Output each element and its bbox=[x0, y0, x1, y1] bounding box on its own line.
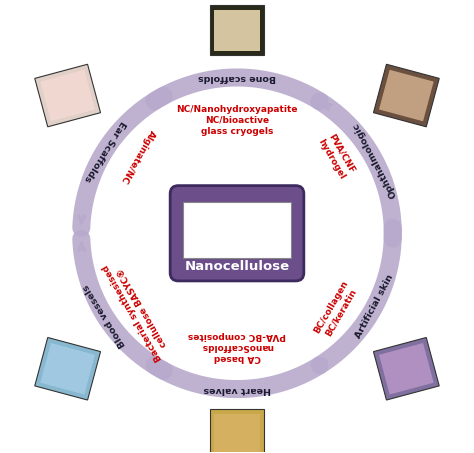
FancyBboxPatch shape bbox=[40, 70, 95, 121]
FancyBboxPatch shape bbox=[379, 70, 434, 121]
FancyBboxPatch shape bbox=[35, 337, 100, 400]
Text: Artificial skin: Artificial skin bbox=[354, 273, 395, 340]
Text: Alginate/NC: Alginate/NC bbox=[118, 128, 156, 185]
FancyBboxPatch shape bbox=[374, 337, 439, 400]
Text: BC/collagen
BC/keratin: BC/collagen BC/keratin bbox=[313, 279, 360, 341]
FancyBboxPatch shape bbox=[40, 343, 95, 395]
Text: CA based
nanoScaffolds
PVA-BC composites: CA based nanoScaffolds PVA-BC composites bbox=[188, 331, 286, 362]
FancyBboxPatch shape bbox=[210, 409, 264, 453]
Text: Ophthalmologic: Ophthalmologic bbox=[351, 121, 398, 199]
Text: Nanocellulose: Nanocellulose bbox=[184, 260, 290, 273]
Text: PVA/CNF
hydrogel: PVA/CNF hydrogel bbox=[317, 132, 356, 181]
FancyBboxPatch shape bbox=[170, 186, 304, 281]
Text: Bacterial synthesised
cellulose BASYC®: Bacterial synthesised cellulose BASYC® bbox=[101, 257, 174, 363]
FancyBboxPatch shape bbox=[374, 64, 439, 127]
FancyBboxPatch shape bbox=[210, 5, 264, 55]
FancyBboxPatch shape bbox=[214, 10, 260, 51]
FancyBboxPatch shape bbox=[183, 202, 291, 258]
FancyBboxPatch shape bbox=[35, 64, 100, 127]
FancyBboxPatch shape bbox=[379, 343, 434, 395]
Text: Ear Scaffolds: Ear Scaffolds bbox=[82, 119, 127, 183]
FancyBboxPatch shape bbox=[214, 414, 260, 453]
Text: Heart valves: Heart valves bbox=[203, 385, 271, 394]
Text: Bone scaffolds: Bone scaffolds bbox=[198, 73, 276, 82]
Text: Blood vessels: Blood vessels bbox=[82, 283, 128, 349]
Text: NC/Nanohydroxyapatite
NC/bioactive
glass cryogels: NC/Nanohydroxyapatite NC/bioactive glass… bbox=[176, 105, 298, 136]
